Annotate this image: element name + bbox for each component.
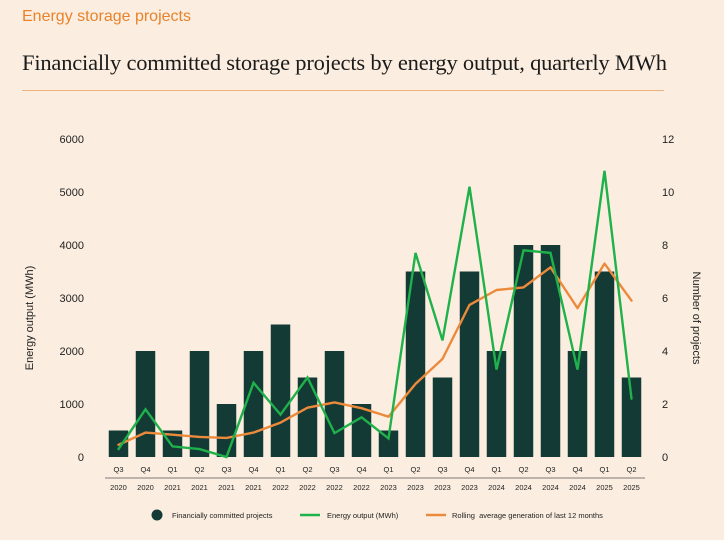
legend-label-energy: Energy output (MWh) [327, 511, 399, 520]
y2-tick-label: 8 [662, 240, 668, 252]
y-tick-label: 3000 [60, 293, 84, 305]
y-axis-left: 0 1000 2000 3000 4000 5000 6000 [60, 134, 84, 464]
x-tick-year: 2022 [299, 483, 316, 492]
bar [270, 324, 291, 457]
bar [378, 430, 399, 457]
y-tick-label: 5000 [60, 187, 84, 199]
x-tick-year: 2022 [326, 483, 343, 492]
x-tick-quarter: Q1 [275, 465, 285, 474]
x-tick-year: 2024 [569, 483, 586, 492]
bar [216, 404, 237, 457]
x-tick-quarter: Q3 [113, 465, 123, 474]
x-tick-year: 2023 [461, 483, 478, 492]
x-axis: Q3 2020 Q4 2020 Q1 2021 Q2 2021 Q3 2021 Q4 2021 Q1 20… [105, 465, 645, 492]
y-axis-right: 0 2 4 6 8 10 12 [662, 134, 674, 464]
x-tick-quarter: Q4 [464, 465, 474, 474]
x-tick-year: 2024 [515, 483, 532, 492]
bar [405, 271, 426, 457]
legend-bar-swatch [151, 509, 163, 521]
x-tick-quarter: Q2 [194, 465, 204, 474]
y-tick-label: 4000 [60, 240, 84, 252]
x-tick-year: 2020 [137, 483, 154, 492]
x-tick-year: 2021 [218, 483, 235, 492]
bar [351, 404, 372, 457]
x-tick-quarter: Q3 [545, 465, 555, 474]
bar [594, 271, 615, 457]
y2-tick-label: 6 [662, 293, 668, 305]
x-tick-year: 2025 [596, 483, 613, 492]
y-tick-label: 1000 [60, 399, 84, 411]
x-tick-year: 2023 [407, 483, 424, 492]
bar [162, 430, 183, 457]
bar [540, 245, 561, 457]
y2-tick-label: 4 [662, 346, 668, 358]
section-label: Energy storage projects [22, 8, 191, 25]
bar [459, 271, 480, 457]
bar [432, 377, 453, 457]
bar [486, 351, 507, 457]
x-tick-year: 2021 [164, 483, 181, 492]
x-tick-quarter: Q3 [221, 465, 231, 474]
x-tick-quarter: Q4 [248, 465, 258, 474]
y2-tick-label: 2 [662, 399, 668, 411]
y2-tick-label: 10 [662, 187, 674, 199]
x-tick-year: 2023 [434, 483, 451, 492]
x-tick-quarter: Q4 [572, 465, 582, 474]
y-tick-label: 0 [78, 452, 84, 464]
x-tick-quarter: Q4 [356, 465, 366, 474]
legend-label-projects: Financially committed projects [172, 511, 273, 520]
x-tick-year: 2020 [110, 483, 127, 492]
x-tick-quarter: Q2 [626, 465, 636, 474]
x-tick-year: 2024 [542, 483, 559, 492]
bar [297, 377, 318, 457]
x-tick-quarter: Q1 [383, 465, 393, 474]
x-tick-quarter: Q4 [140, 465, 150, 474]
bar [135, 351, 156, 457]
legend: Financially committed projects Energy out… [151, 509, 603, 521]
bar [513, 245, 534, 457]
x-tick-year: 2021 [191, 483, 208, 492]
y2-axis-title: Number of projects [690, 272, 702, 365]
x-tick-year: 2021 [245, 483, 262, 492]
x-tick-year: 2023 [380, 483, 397, 492]
bar-series [108, 245, 642, 457]
x-tick-quarter: Q3 [329, 465, 339, 474]
x-tick-quarter: Q1 [167, 465, 177, 474]
x-tick-quarter: Q2 [518, 465, 528, 474]
y-tick-label: 2000 [60, 346, 84, 358]
axis-titles: Energy output (MWh) Number of projects [24, 266, 702, 371]
chart-title: Financially committed storage projects b… [22, 50, 667, 75]
x-tick-year: 2022 [353, 483, 370, 492]
rolling-average-line [117, 262, 633, 446]
y2-tick-label: 0 [662, 452, 668, 464]
x-tick-year: 2024 [488, 483, 505, 492]
bar [567, 351, 588, 457]
title-divider [22, 90, 664, 91]
bar [189, 351, 210, 457]
y-tick-label: 6000 [60, 134, 84, 146]
x-tick-quarter: Q3 [437, 465, 447, 474]
line-series [117, 170, 633, 459]
y-axis-title: Energy output (MWh) [24, 266, 36, 371]
x-tick-quarter: Q2 [410, 465, 420, 474]
energy-output-line [117, 170, 633, 459]
x-tick-year: 2022 [272, 483, 289, 492]
x-tick-quarter: Q2 [302, 465, 312, 474]
legend-label-rolling: Rolling average generation of last 12 mo… [452, 511, 603, 520]
y2-tick-label: 12 [662, 134, 674, 146]
x-tick-quarter: Q1 [599, 465, 609, 474]
x-tick-year: 2025 [623, 483, 640, 492]
bar [621, 377, 642, 457]
x-tick-quarter: Q1 [491, 465, 501, 474]
